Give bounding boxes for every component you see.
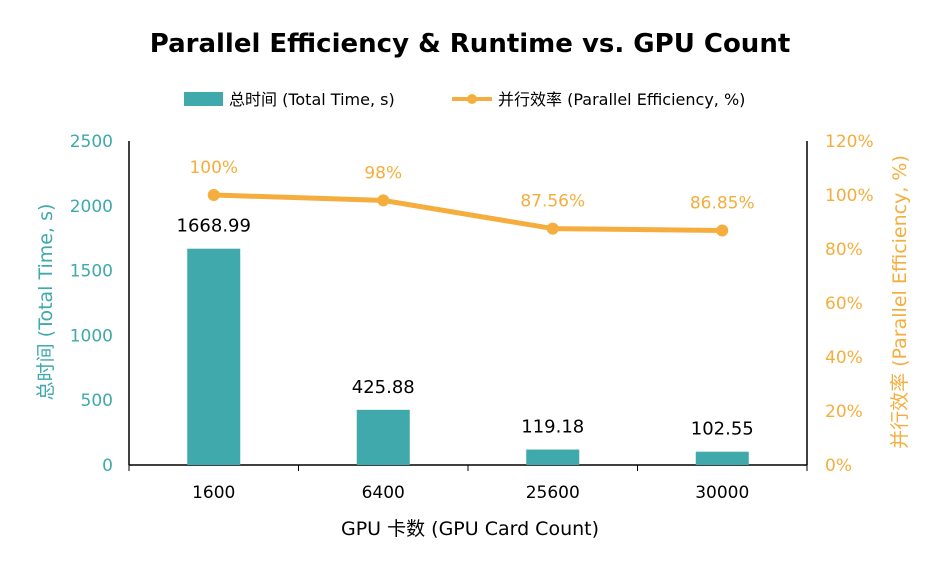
efficiency-data-label: 86.85%	[690, 194, 755, 214]
y-tick-label-right: 0%	[825, 456, 852, 476]
bar-data-label: 102.55	[691, 419, 754, 440]
y-tick-label-right: 40%	[825, 348, 863, 368]
y-tick-label-left: 1500	[70, 262, 113, 282]
y-tick-label-left: 500	[81, 391, 113, 411]
y-tick-label-right: 120%	[825, 132, 874, 152]
efficiency-data-label: 87.56%	[520, 192, 585, 212]
efficiency-data-label: 98%	[364, 163, 402, 183]
y-tick-label-left: 0	[102, 456, 113, 476]
y-axis-title-right: 并行效率 (Parallel Efficiency, %)	[889, 155, 911, 449]
bar-data-label: 119.18	[521, 417, 584, 438]
efficiency-line	[211, 192, 725, 234]
efficiency-point	[716, 224, 729, 237]
efficiency-point	[207, 189, 220, 201]
bar	[695, 451, 749, 465]
bar-data-label: 1668.99	[177, 216, 251, 237]
bar-data-label: 425.88	[352, 377, 415, 398]
x-tick-label: 25600	[526, 483, 580, 503]
legend-line-label: 并行效率 (Parallel Efficiency, %)	[498, 90, 745, 109]
efficiency-point	[377, 194, 390, 207]
y-tick-label-right: 20%	[825, 402, 863, 422]
x-tick-label: 6400	[362, 483, 405, 503]
y-tick-label-left: 2500	[70, 132, 113, 152]
bar	[526, 449, 580, 465]
legend-bar-swatch	[184, 92, 223, 106]
bar	[187, 248, 241, 465]
bar	[356, 409, 410, 465]
y-tick-label-right: 100%	[825, 186, 874, 206]
legend: 总时间 (Total Time, s) 并行效率 (Parallel Effic…	[184, 90, 745, 109]
chart-title: Parallel Efficiency & Runtime vs. GPU Co…	[150, 29, 791, 59]
x-tick-label: 30000	[695, 483, 749, 503]
efficiency-data-label: 100%	[189, 158, 238, 178]
y-tick-label-left: 1000	[70, 326, 113, 346]
x-axis-title: GPU 卡数 (GPU Card Count)	[341, 518, 599, 540]
legend-line-marker	[467, 94, 477, 104]
y-tick-label-right: 80%	[825, 240, 863, 260]
y-tick-label-right: 60%	[825, 294, 863, 314]
y-tick-label-left: 2000	[70, 197, 113, 217]
plot-area: 0 500 1000 1500 2000 2500 0% 20% 40% 60% 80% 100% 12…	[70, 132, 874, 503]
x-tick-label: 1600	[192, 483, 235, 503]
efficiency-point	[546, 222, 559, 235]
legend-bar-label: 总时间 (Total Time, s)	[229, 90, 395, 109]
y-axis-title-left: 总时间 (Total Time, s)	[35, 204, 57, 401]
